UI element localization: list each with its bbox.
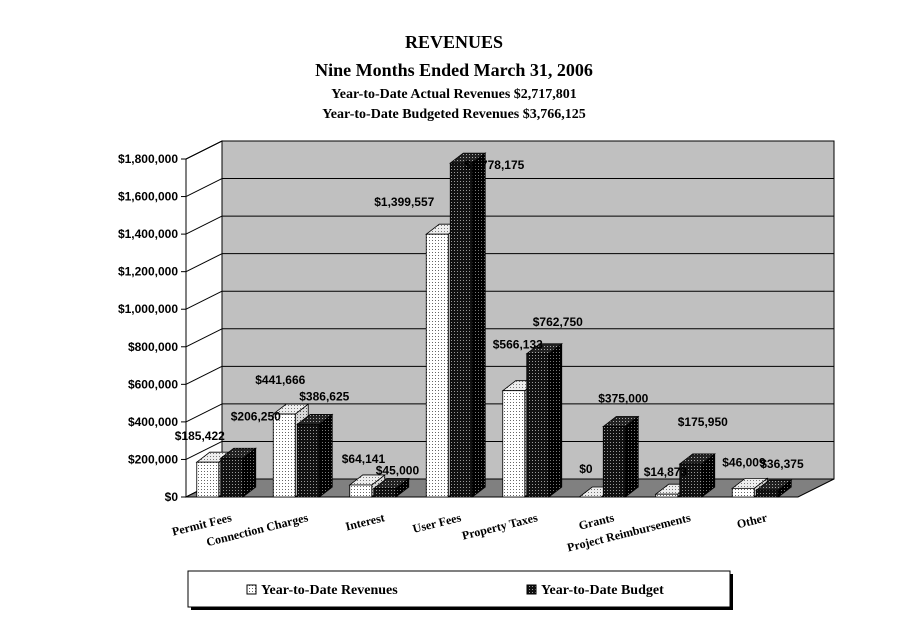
- chart-subtitle-budgeted: Year-to-Date Budgeted Revenues $3,766,12…: [322, 107, 586, 122]
- bar-face: [655, 493, 679, 498]
- data-label: $375,000: [598, 392, 648, 406]
- bar-budget: [755, 479, 793, 498]
- legend-box: [187, 570, 731, 608]
- bar-budget: [449, 152, 487, 498]
- chart-subtitle-actual: Year-to-Date Actual Revenues $2,717,801: [331, 87, 577, 102]
- bar-budget: [372, 477, 410, 498]
- y-tick-label: $0: [165, 490, 179, 504]
- data-label: $441,666: [255, 373, 305, 387]
- data-label: $0: [579, 462, 593, 476]
- bar-face: [296, 424, 320, 498]
- bars: [195, 152, 793, 498]
- chart-titles: REVENUES Nine Months Ended March 31, 200…: [315, 32, 593, 122]
- legend-swatch-revenues: [246, 584, 257, 595]
- category-label: Other: [735, 510, 769, 531]
- bar-budget: [602, 415, 640, 498]
- data-label: $175,950: [678, 415, 728, 429]
- chart-subtitle: Nine Months Ended March 31, 2006: [315, 60, 593, 80]
- bar-face: [602, 426, 626, 498]
- y-tick-label: $400,000: [128, 415, 178, 429]
- y-tick-label: $1,400,000: [118, 227, 178, 241]
- gridline-side: [185, 403, 223, 423]
- data-label: $185,422: [175, 429, 225, 443]
- y-tick-label: $600,000: [128, 377, 178, 391]
- chart-title: REVENUES: [405, 32, 503, 52]
- legend-label-budget: Year-to-Date Budget: [541, 583, 664, 598]
- legend-swatch-budget: [526, 584, 537, 595]
- bar-face: [349, 484, 373, 498]
- data-label: $1,778,175: [464, 158, 524, 172]
- gridline-side: [185, 328, 223, 348]
- gridline-side: [185, 215, 223, 235]
- bar-face: [731, 487, 755, 498]
- bar-face: [449, 162, 473, 498]
- data-label: $206,250: [231, 409, 281, 423]
- data-label: $762,750: [533, 315, 583, 329]
- bar-side: [471, 152, 486, 498]
- bar-face: [272, 413, 296, 498]
- bar-face: [679, 463, 703, 498]
- y-tick-label: $1,600,000: [118, 190, 178, 204]
- data-label: $45,000: [376, 464, 420, 478]
- bar-side: [318, 413, 333, 498]
- plot-area: $0 $200,000 $400,000 $600,000 $800,000 $1,000…: [118, 140, 835, 555]
- y-tick-label: $200,000: [128, 452, 178, 466]
- data-labels: $185,422$206,250$441,666$386,625$64,141$…: [175, 158, 804, 479]
- bar-side: [624, 415, 639, 498]
- category-label: Property Taxes: [460, 510, 539, 542]
- y-tick-label: $1,800,000: [118, 152, 178, 166]
- legend: Year-to-Date Revenues Year-to-Date Budge…: [187, 570, 733, 610]
- gridline-side: [185, 178, 223, 198]
- gridline-side: [185, 440, 223, 460]
- bar-budget: [678, 453, 716, 498]
- bar-face: [220, 457, 244, 498]
- data-label: $566,133: [493, 338, 543, 352]
- y-axis-ticks: $0 $200,000 $400,000 $600,000 $800,000 $1,000…: [118, 152, 186, 504]
- data-label: $1,399,557: [374, 195, 434, 209]
- gridline-side: [185, 290, 223, 310]
- bar-face: [425, 233, 449, 498]
- data-label: $64,141: [342, 452, 386, 466]
- bar-face: [373, 488, 397, 498]
- y-tick-label: $800,000: [128, 340, 178, 354]
- bar-budget: [525, 342, 563, 498]
- bar-revenue: [348, 474, 386, 498]
- category-label: User Fees: [411, 510, 463, 536]
- data-label: $14,873: [644, 465, 688, 479]
- y-tick-label: $1,200,000: [118, 265, 178, 279]
- bar-face: [196, 461, 220, 498]
- bar-budget: [219, 447, 257, 498]
- bar-face: [502, 390, 526, 498]
- data-label: $46,009: [722, 455, 766, 469]
- legend-label-revenues: Year-to-Date Revenues: [261, 583, 398, 598]
- gridline-side: [185, 365, 223, 385]
- data-label: $386,625: [299, 389, 349, 403]
- bar-face: [526, 353, 550, 498]
- gridline-side: [185, 253, 223, 273]
- category-label: Interest: [344, 510, 386, 533]
- bar-side: [548, 342, 563, 498]
- bar-face: [755, 489, 779, 498]
- data-label: $36,375: [760, 457, 804, 471]
- gridline-side: [185, 140, 223, 160]
- bar-budget: [296, 413, 334, 498]
- y-tick-label: $1,000,000: [118, 302, 178, 316]
